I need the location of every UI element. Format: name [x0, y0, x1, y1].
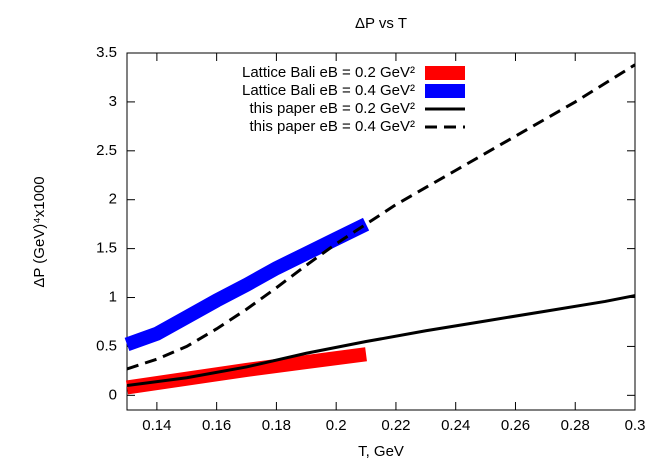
y-tick-label: 1.5 — [96, 240, 117, 257]
chart-title: ΔP vs T — [355, 15, 407, 32]
x-tick-label: 0.16 — [202, 417, 231, 434]
x-tick-label: 0.24 — [441, 417, 470, 434]
x-tick-label: 0.28 — [561, 417, 590, 434]
y-tick-label: 3 — [109, 93, 117, 110]
y-axis-label: ΔP (GeV)⁴x1000 — [31, 176, 48, 287]
plot-frame — [126, 52, 636, 411]
series-line — [124, 217, 370, 352]
x-tick-label: 0.18 — [262, 417, 291, 434]
x-axis-label: T, GeV — [358, 443, 404, 460]
y-tick-label: 0.5 — [96, 337, 117, 354]
series-line — [126, 294, 636, 388]
x-tick-label: 0.22 — [381, 417, 410, 434]
x-tick-label: 0.3 — [625, 417, 646, 434]
y-tick-label: 2.5 — [96, 142, 117, 159]
y-tick-label: 1 — [109, 288, 117, 305]
x-tick-label: 0.14 — [142, 417, 171, 434]
series-line — [125, 347, 367, 395]
legend-label: Lattice Bali eB = 0.4 GeV² — [242, 82, 415, 99]
y-tick-label: 3.5 — [96, 44, 117, 61]
legend-label: this paper eB = 0.4 GeV² — [249, 118, 415, 135]
y-tick-label: 0 — [109, 386, 117, 403]
y-tick-label: 2 — [109, 191, 117, 208]
x-tick-label: 0.2 — [326, 417, 347, 434]
x-tick-label: 0.26 — [501, 417, 530, 434]
legend-label: this paper eB = 0.2 GeV² — [249, 100, 415, 117]
series-line — [126, 63, 636, 371]
legend-label: Lattice Bali eB = 0.2 GeV² — [242, 64, 415, 81]
